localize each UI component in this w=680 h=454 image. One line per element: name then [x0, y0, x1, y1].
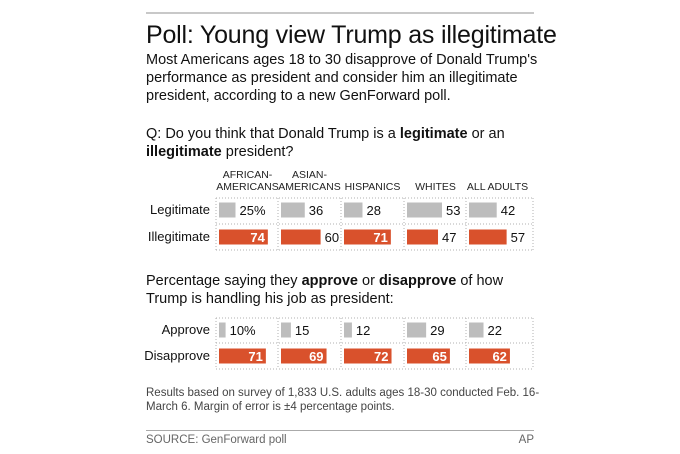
- q2-middle: or: [358, 273, 379, 289]
- bar-approve: [219, 322, 226, 338]
- q2-bold-disapprove: disapprove: [378, 273, 457, 289]
- row-label-approve: Approve: [161, 322, 210, 337]
- column-header-line: AMERICANS: [278, 181, 341, 193]
- bar-approve: [407, 322, 427, 338]
- q2-bold-approve: approve: [301, 273, 358, 289]
- bar-disapprove: [407, 348, 450, 364]
- data-label: 42: [501, 203, 515, 218]
- bar-disapprove: [344, 348, 392, 364]
- bar-legitimate: [407, 202, 442, 218]
- q2-prefix: Percentage saying they: [146, 273, 302, 289]
- column-header: HISPANICS: [338, 169, 408, 193]
- chart-subtitle: Most Americans ages 18 to 30 disapprove …: [146, 52, 538, 104]
- column-header: AFRICAN- AMERICANS: [213, 169, 283, 193]
- chart-title: Poll: Young view Trump as illegitimate: [146, 21, 557, 49]
- bar-legitimate: [281, 202, 305, 218]
- q1-prefix: Q: Do you think that Donald Trump is a: [146, 126, 400, 142]
- data-label: 71: [373, 230, 387, 245]
- column-header-line: AFRICAN-: [222, 169, 273, 181]
- data-label: 53: [446, 203, 460, 218]
- q1-bold-legitimate: legitimate: [399, 126, 468, 142]
- data-label: 10%: [230, 323, 256, 338]
- bar-approve: [344, 322, 352, 338]
- data-label: 72: [374, 349, 388, 364]
- data-label: 25%: [240, 203, 266, 218]
- q1-middle: or an: [467, 126, 505, 142]
- data-label: 15: [295, 323, 309, 338]
- bottom-rule: [146, 430, 534, 431]
- column-header: ASIAN- AMERICANS: [275, 169, 345, 193]
- row-label-illegitimate: Illegitimate: [147, 229, 210, 244]
- credit-text: AP: [518, 434, 534, 446]
- q2-suffix: of how Trump is handling his job as pres…: [146, 273, 504, 307]
- row-label-legitimate: Legitimate: [150, 202, 210, 217]
- question-approval: Percentage saying they approve or disapp…: [146, 272, 546, 308]
- bar-approve: [281, 322, 291, 338]
- data-label: 47: [442, 230, 456, 245]
- data-label: 22: [488, 323, 502, 338]
- bar-legitimate: [469, 202, 497, 218]
- column-header-line: AMERICANS: [216, 181, 279, 193]
- bar-illegitimate: [469, 229, 507, 245]
- data-label: 29: [430, 323, 444, 338]
- row-label-disapprove: Disapprove: [144, 348, 210, 363]
- data-label: 71: [248, 349, 262, 364]
- data-label: 12: [356, 323, 370, 338]
- q1-bold-illegitimate: illegitimate: [146, 144, 222, 160]
- bar-illegitimate: [344, 229, 391, 245]
- bar-illegitimate: [281, 229, 321, 245]
- bar-illegitimate: [219, 229, 268, 245]
- bar-approve: [469, 322, 484, 338]
- top-rule: [146, 12, 534, 14]
- methodology-note: Results based on survey of 1,833 U.S. ad…: [146, 387, 540, 413]
- data-label: 36: [309, 203, 323, 218]
- column-header-line: ASIAN-: [291, 169, 327, 181]
- q1-suffix: president?: [221, 144, 294, 160]
- bar-disapprove: [219, 348, 266, 364]
- question-legitimacy: Q: Do you think that Donald Trump is a l…: [146, 125, 546, 161]
- column-header: ALL ADULTS: [463, 169, 533, 193]
- column-header-line: WHITES: [415, 181, 456, 193]
- data-label: 57: [511, 230, 525, 245]
- data-label: 69: [309, 349, 323, 364]
- data-label: 65: [432, 349, 446, 364]
- bar-legitimate: [219, 202, 236, 218]
- column-header: WHITES: [401, 169, 471, 193]
- bar-disapprove: [469, 348, 510, 364]
- source-text: SOURCE: GenForward poll: [146, 434, 287, 446]
- data-label: 74: [250, 230, 265, 245]
- data-label: 62: [492, 349, 506, 364]
- column-header-line: HISPANICS: [344, 181, 401, 193]
- bar-legitimate: [344, 202, 363, 218]
- bar-illegitimate: [407, 229, 439, 245]
- data-label: 60: [325, 230, 339, 245]
- column-header-line: ALL ADULTS: [466, 181, 529, 193]
- bar-disapprove: [281, 348, 327, 364]
- data-label: 28: [366, 203, 380, 218]
